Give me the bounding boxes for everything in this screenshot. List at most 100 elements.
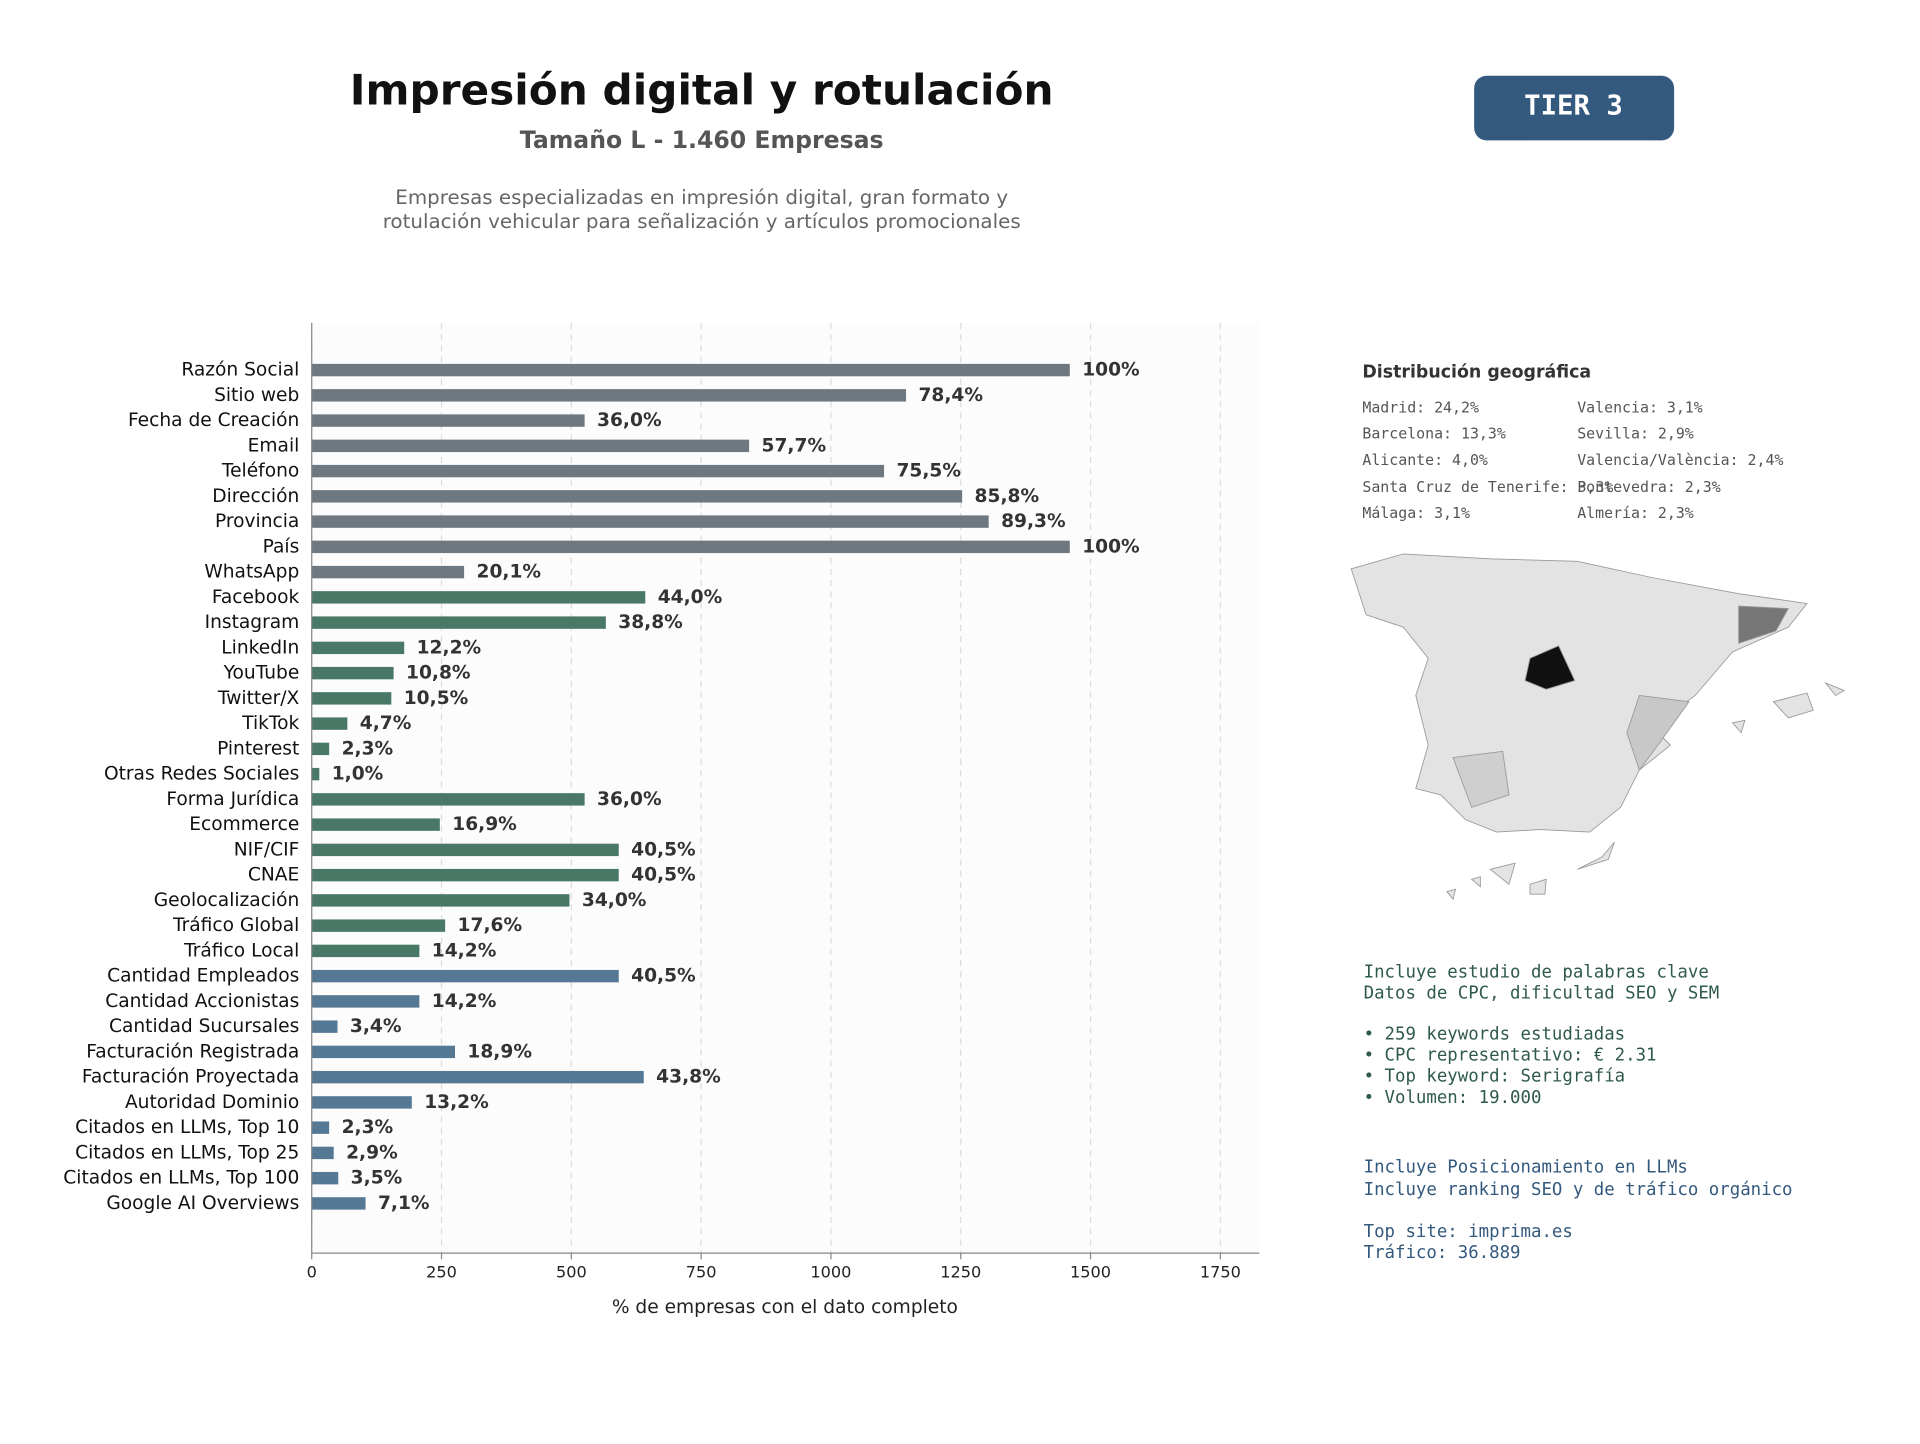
bar	[311, 742, 330, 756]
value-label: 12,2%	[417, 637, 482, 658]
y-tick-label: NIF/CIF	[234, 839, 300, 860]
value-label: 36,0%	[597, 789, 662, 810]
description: Empresas especializadas en impresión dig…	[395, 186, 1008, 209]
bar	[311, 439, 750, 453]
value-label: 7,1%	[378, 1193, 430, 1214]
y-tick-label: Fecha de Creación	[128, 410, 299, 431]
keyword-line: • 259 keywords estudiadas	[1364, 1025, 1626, 1045]
value-label: 100%	[1082, 360, 1140, 381]
y-tick-label: País	[263, 536, 300, 557]
keyword-line: • Top keyword: Serigrafía	[1364, 1067, 1626, 1087]
value-label: 78,4%	[918, 385, 983, 406]
bar	[311, 969, 619, 983]
bar	[311, 1070, 644, 1084]
bar	[311, 1096, 412, 1109]
bar	[311, 363, 1070, 377]
value-label: 43,8%	[656, 1067, 721, 1088]
llm-line: Tráfico: 36.889	[1364, 1243, 1521, 1263]
bar	[311, 540, 1070, 554]
geo-item: Barcelona: 13,3%	[1362, 425, 1505, 443]
geo-item: Almería: 2,3%	[1577, 504, 1694, 522]
x-tick-label: 1750	[1200, 1262, 1241, 1281]
bar	[311, 616, 606, 629]
y-tick-label: Citados en LLMs, Top 25	[75, 1142, 299, 1163]
bar	[311, 717, 348, 730]
x-tick-label: 1250	[940, 1262, 981, 1281]
y-tick-label: Autoridad Dominio	[125, 1092, 299, 1113]
geo-item: Madrid: 24,2%	[1362, 399, 1479, 417]
grid: 0 250 500 750 1000 1250 1500 1750	[307, 322, 1241, 1281]
value-label: 34,0%	[582, 890, 647, 911]
bar	[311, 1020, 338, 1033]
y-tick-label: Cantidad Accionistas	[105, 991, 299, 1012]
region-valencia	[1626, 694, 1690, 771]
value-label: 57,7%	[762, 435, 827, 456]
value-label: 36,0%	[597, 410, 662, 431]
y-tick-label: LinkedIn	[221, 637, 299, 658]
y-tick-label: Dirección	[212, 486, 299, 507]
value-label: 18,9%	[467, 1041, 532, 1062]
y-tick-label: Google AI Overviews	[106, 1193, 299, 1214]
bar	[311, 666, 394, 680]
x-tick-label: 250	[426, 1262, 457, 1281]
bar	[311, 944, 420, 958]
llm-info: Incluye Posicionamiento en LLMs Incluye r…	[1364, 1157, 1793, 1263]
subtitle: Tamaño L - 1.460 Empresas	[520, 126, 884, 154]
y-tick-label: Sitio web	[214, 385, 299, 406]
bar	[311, 793, 585, 806]
llm-line: Top site: imprima.es	[1364, 1222, 1573, 1242]
y-tick-label: Otras Redes Sociales	[104, 764, 299, 785]
y-tick-label: Forma Jurídica	[166, 789, 299, 810]
map	[1350, 553, 1846, 901]
geo-item: Alicante: 4,0%	[1362, 451, 1488, 469]
spain	[1350, 553, 1808, 833]
value-label: 16,9%	[452, 814, 517, 835]
bar	[311, 995, 420, 1008]
y-tick-label: Facebook	[212, 587, 300, 608]
x-tick-label: 1500	[1070, 1262, 1111, 1281]
bar	[311, 868, 619, 882]
value-label: 4,7%	[360, 713, 412, 734]
bar	[311, 464, 885, 478]
llm-line: Incluye ranking SEO y de tráfico orgánic…	[1364, 1180, 1793, 1200]
region-sevilla	[1452, 750, 1510, 808]
geo-item: Pontevedra: 2,3%	[1577, 478, 1720, 496]
balearics	[1731, 682, 1846, 734]
value-label: 44,0%	[658, 587, 723, 608]
geo-item: Valencia/València: 2,4%	[1577, 451, 1783, 469]
bar	[311, 414, 585, 427]
value-label: 40,5%	[631, 865, 696, 886]
y-tick-label: Tráfico Global	[172, 915, 299, 936]
region-madrid	[1524, 645, 1576, 690]
value-label: 17,6%	[458, 915, 523, 936]
x-tick-label: 750	[686, 1262, 717, 1281]
x-axis-label: % de empresas con el dato completo	[612, 1297, 958, 1318]
llm-line: Incluye Posicionamiento en LLMs	[1364, 1157, 1688, 1177]
geo-list: Madrid: 24,2% Barcelona: 13,3% Alicante: 4…	[1362, 399, 1783, 523]
geo-item: Sevilla: 2,9%	[1577, 425, 1694, 443]
value-label: 89,3%	[1001, 511, 1066, 532]
keyword-line: Datos de CPC, dificultad SEO y SEM	[1364, 984, 1720, 1004]
x-tick-label: 1000	[810, 1262, 851, 1281]
bar	[311, 692, 392, 705]
plot-area	[311, 322, 1260, 1254]
value-label: 85,8%	[975, 486, 1040, 507]
badge-text: TIER 3	[1524, 90, 1623, 121]
bar	[311, 767, 320, 781]
value-label: 14,2%	[432, 991, 497, 1012]
bar	[311, 894, 570, 907]
value-label: 10,5%	[404, 688, 469, 709]
canaries	[1446, 841, 1615, 901]
bar	[311, 490, 963, 503]
x-tick-label: 0	[307, 1262, 317, 1281]
y-tick-label: Provincia	[215, 511, 299, 532]
value-label: 14,2%	[432, 940, 497, 961]
y-tick-label: WhatsApp	[204, 562, 299, 583]
y-tick-label: Citados en LLMs, Top 10	[75, 1117, 299, 1138]
y-tick-label: Facturación Registrada	[86, 1041, 299, 1062]
bar	[311, 565, 465, 579]
bar	[311, 1146, 334, 1160]
x-tick-label: 500	[556, 1262, 587, 1281]
